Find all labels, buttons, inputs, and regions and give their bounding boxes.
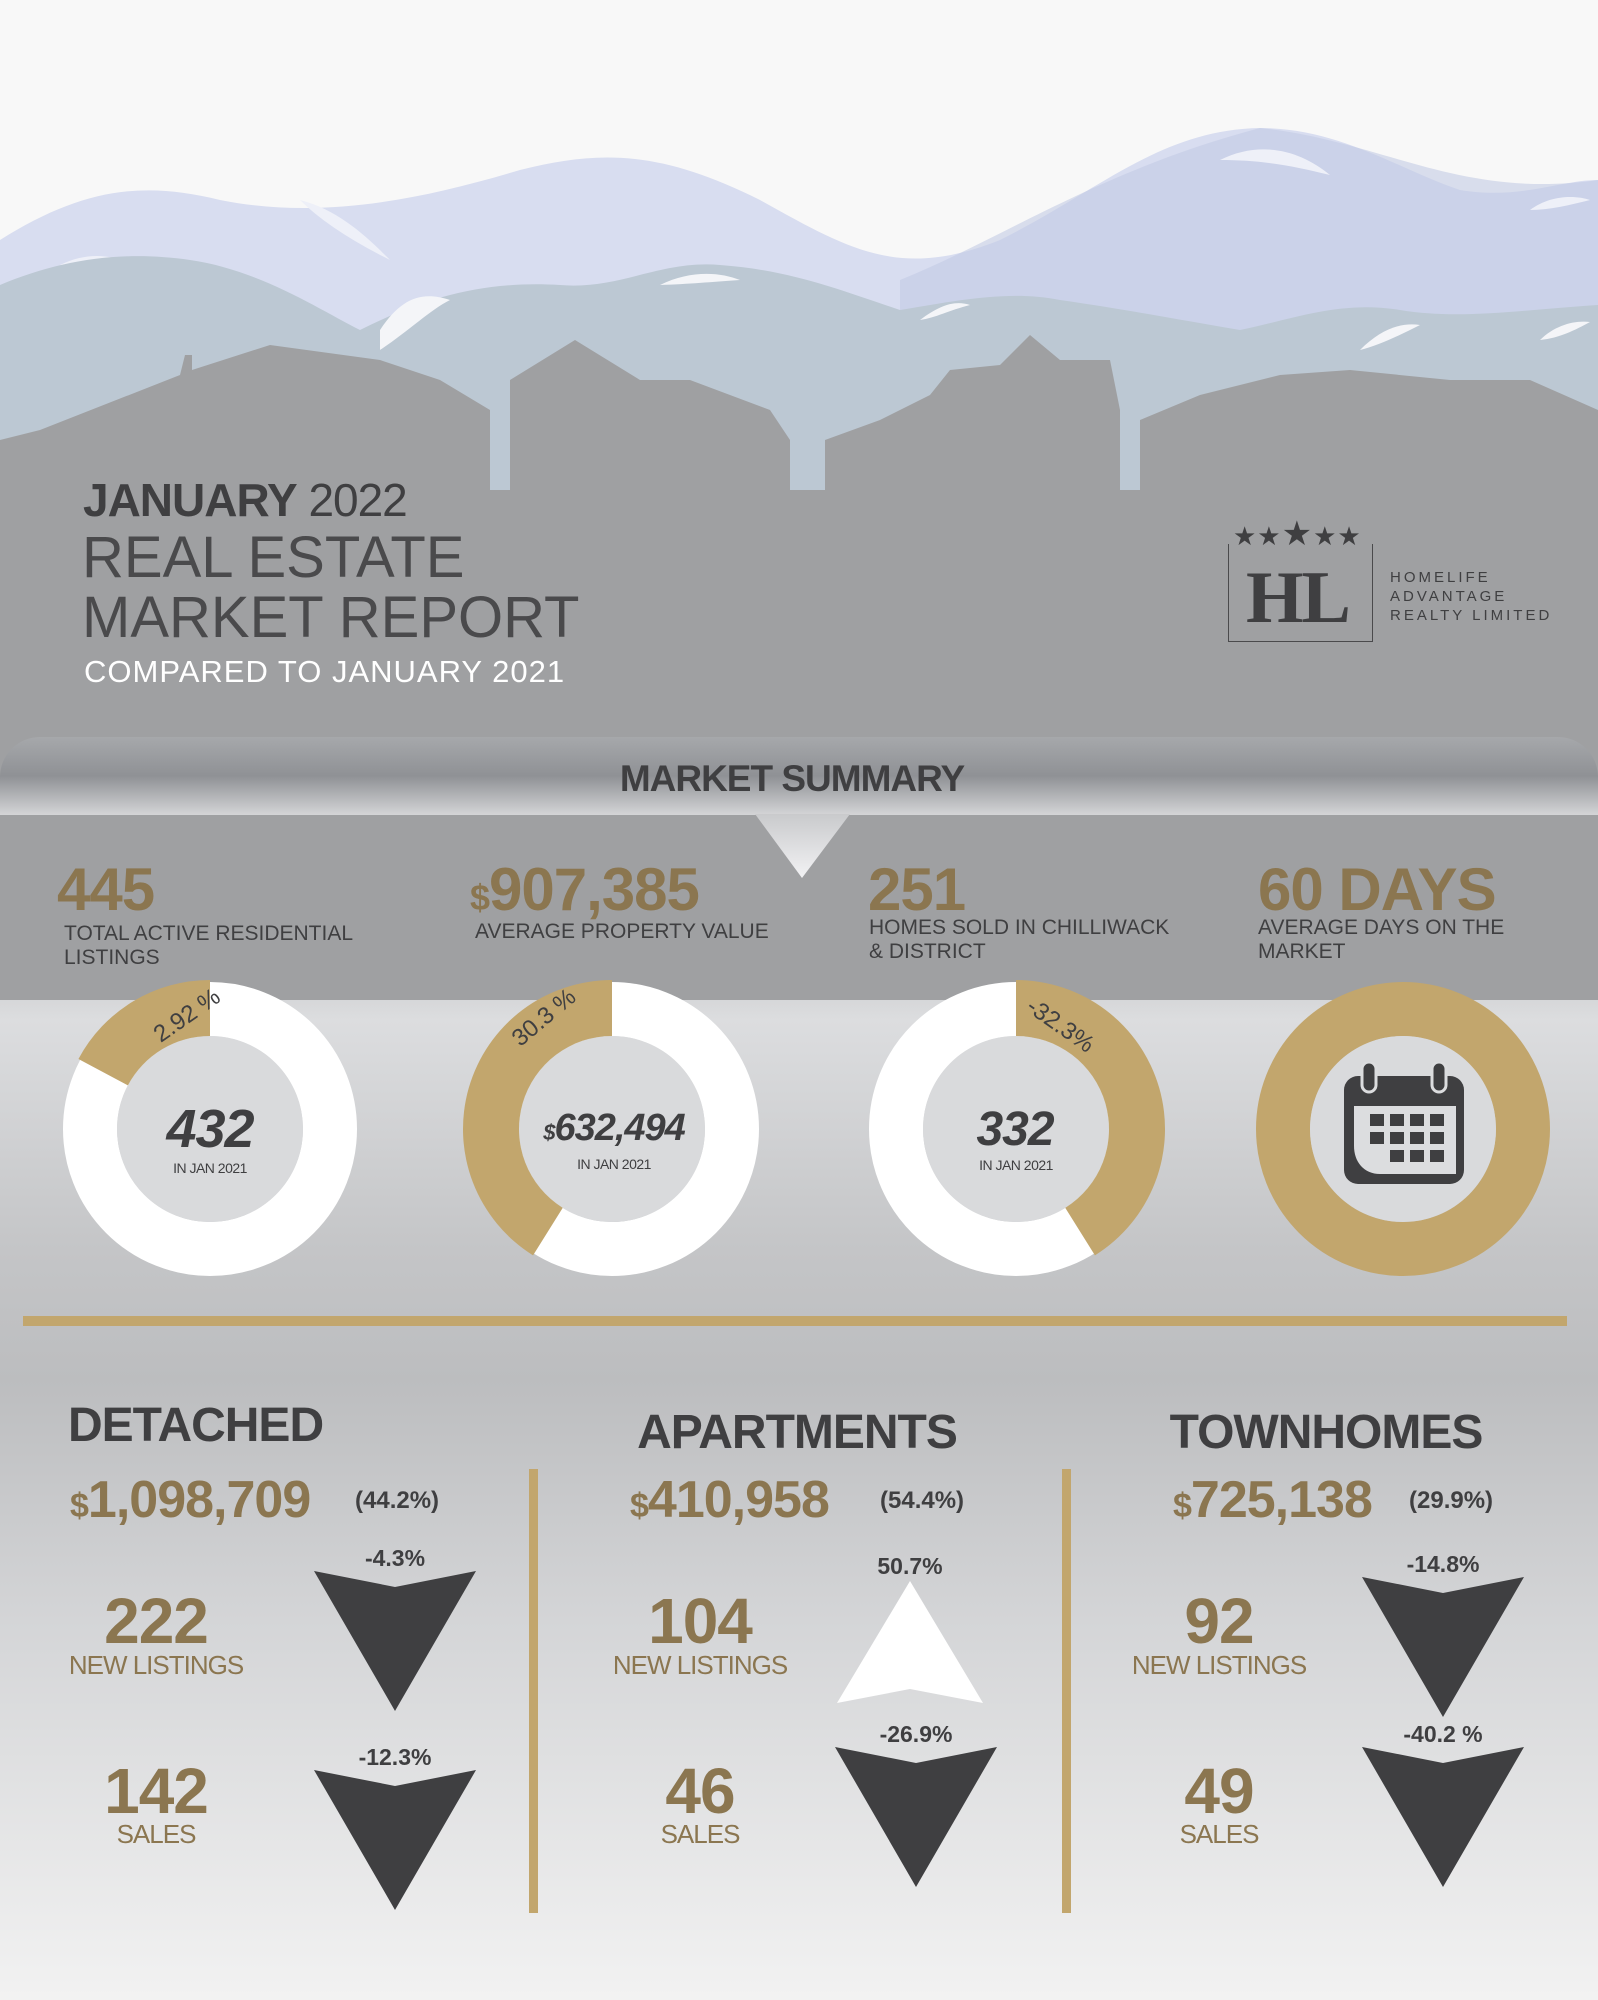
label-line: TOTAL ACTIVE RESIDENTIAL (64, 922, 354, 945)
arrow-down-icon (314, 1770, 476, 1910)
logo-monogram: HL (1246, 557, 1351, 639)
arrow-down-icon (835, 1747, 997, 1887)
section-divider (23, 1316, 1567, 1326)
active-listings-label: TOTAL ACTIVE RESIDENTIAL LISTINGS (64, 922, 353, 970)
category-title: DETACHED (68, 1399, 324, 1452)
new-listings-change: -4.3% (364, 1545, 426, 1571)
donut-center (923, 1036, 1109, 1222)
new-listings-label: NEW LISTINGS (68, 1650, 244, 1680)
price-change: (29.9%) (1409, 1487, 1494, 1514)
logo-line-2: ADVANTAGE (1390, 588, 1508, 605)
market-summary-title: MARKET SUMMARY (619, 758, 965, 799)
report-month: JANUARY (83, 474, 298, 526)
price-change: (54.4%) (880, 1487, 965, 1514)
prev-label: IN JAN 2021 (577, 1156, 651, 1172)
donut-ring (1256, 982, 1550, 1276)
avg-value-label: AVERAGE PROPERTY VALUE (475, 920, 769, 943)
prev-value: $632,494 (543, 1107, 686, 1150)
arrow-up-icon (837, 1581, 983, 1703)
category-title: TOWNHOMES (1169, 1406, 1484, 1459)
new-listings-value: 222 (104, 1585, 209, 1657)
report-date: JANUARY 2022 (83, 473, 408, 527)
label-line: & DISTRICT (869, 940, 986, 963)
houses-silhouette (0, 335, 1598, 1000)
avg-value-number: 907,385 (489, 856, 700, 923)
currency: $ (1173, 1487, 1192, 1525)
days-on-market-label: AVERAGE DAYS ON THE MARKET (1258, 916, 1504, 964)
new-listings-label: NEW LISTINGS (1131, 1650, 1307, 1680)
label-line: AVERAGE DAYS ON THE (1258, 916, 1505, 939)
report-title: REAL ESTATE MARKET REPORT (82, 528, 579, 648)
new-listings-value: 92 (1184, 1585, 1254, 1657)
currency: $ (70, 1487, 89, 1525)
donut-center (519, 1036, 705, 1222)
sales-value: 49 (1184, 1755, 1254, 1827)
title-line-1: REAL ESTATE (82, 525, 465, 590)
new-listings-label: NEW LISTINGS (612, 1650, 788, 1680)
market-summary-band (0, 737, 1598, 815)
sales-label: SALES (1179, 1819, 1260, 1849)
sales-label: SALES (660, 1819, 741, 1849)
new-listings-change: -14.8% (1406, 1551, 1480, 1577)
logo-line-3: REALTY LIMITED (1390, 607, 1553, 624)
label-line: LISTINGS (64, 946, 160, 969)
homes-sold-label: HOMES SOLD IN CHILLIWACK & DISTRICT (869, 916, 1169, 964)
prev-label: IN JAN 2021 (173, 1160, 247, 1176)
prev-value-number: 632,494 (554, 1107, 685, 1149)
currency: $ (543, 1120, 555, 1145)
currency: $ (470, 877, 490, 918)
logo-line-1: HOMELIFE (1390, 569, 1491, 586)
category-price: $1,098,709 (70, 1470, 311, 1530)
column-divider (529, 1469, 538, 1913)
sales-label: SALES (116, 1819, 197, 1849)
title-line-2: MARKET REPORT (82, 585, 580, 650)
currency: $ (630, 1487, 649, 1525)
calendar-icon (1344, 1062, 1464, 1184)
mid-snow (380, 273, 1590, 350)
sales-change: -26.9% (879, 1721, 953, 1747)
category-title: APARTMENTS (637, 1406, 958, 1459)
report-year: 2022 (308, 474, 407, 526)
label-line: HOMES SOLD IN CHILLIWACK (869, 916, 1170, 939)
price-value: 1,098,709 (87, 1471, 311, 1529)
sales-value: 46 (665, 1755, 735, 1827)
company-logo: ★★★★★ HL (1228, 514, 1373, 642)
arrow-down-icon (314, 1571, 476, 1711)
arrow-down-icon (1362, 1577, 1524, 1717)
mountain-skyline-illustration (0, 128, 1598, 1000)
price-value: 725,138 (1190, 1471, 1373, 1529)
donut-change-segment (463, 980, 612, 1256)
homes-sold-value: 251 (868, 856, 966, 923)
avg-value: $907,385 (470, 855, 700, 924)
donut-change-segment (78, 980, 210, 1086)
report-subtitle: COMPARED TO JANUARY 2021 (84, 654, 566, 689)
arrow-down-icon (1362, 1747, 1524, 1887)
new-listings-value: 104 (648, 1585, 753, 1657)
donut-center (117, 1036, 303, 1222)
prev-listings: 432 (166, 1099, 254, 1159)
pointer-triangle (755, 814, 850, 878)
prev-homes-sold: 332 (976, 1103, 1054, 1156)
category-price: $725,138 (1173, 1470, 1373, 1530)
stars-icon: ★★★★★ (1233, 515, 1362, 553)
sales-change: -40.2 % (1403, 1721, 1483, 1747)
logo-text: HOMELIFE ADVANTAGE REALTY LIMITED (1390, 568, 1552, 625)
active-listings-value: 445 (57, 856, 155, 923)
sales-change: -12.3% (358, 1744, 432, 1770)
prev-label: IN JAN 2021 (979, 1157, 1053, 1173)
label-line: MARKET (1258, 940, 1346, 963)
donut-change-segment (1016, 980, 1165, 1256)
new-listings-change: 50.7% (877, 1553, 943, 1579)
price-value: 410,958 (647, 1471, 830, 1529)
sales-value: 142 (104, 1755, 209, 1827)
column-divider (1062, 1469, 1071, 1913)
category-price: $410,958 (630, 1470, 830, 1530)
price-change: (44.2%) (355, 1487, 440, 1514)
days-on-market-value: 60 DAYS (1258, 856, 1497, 923)
